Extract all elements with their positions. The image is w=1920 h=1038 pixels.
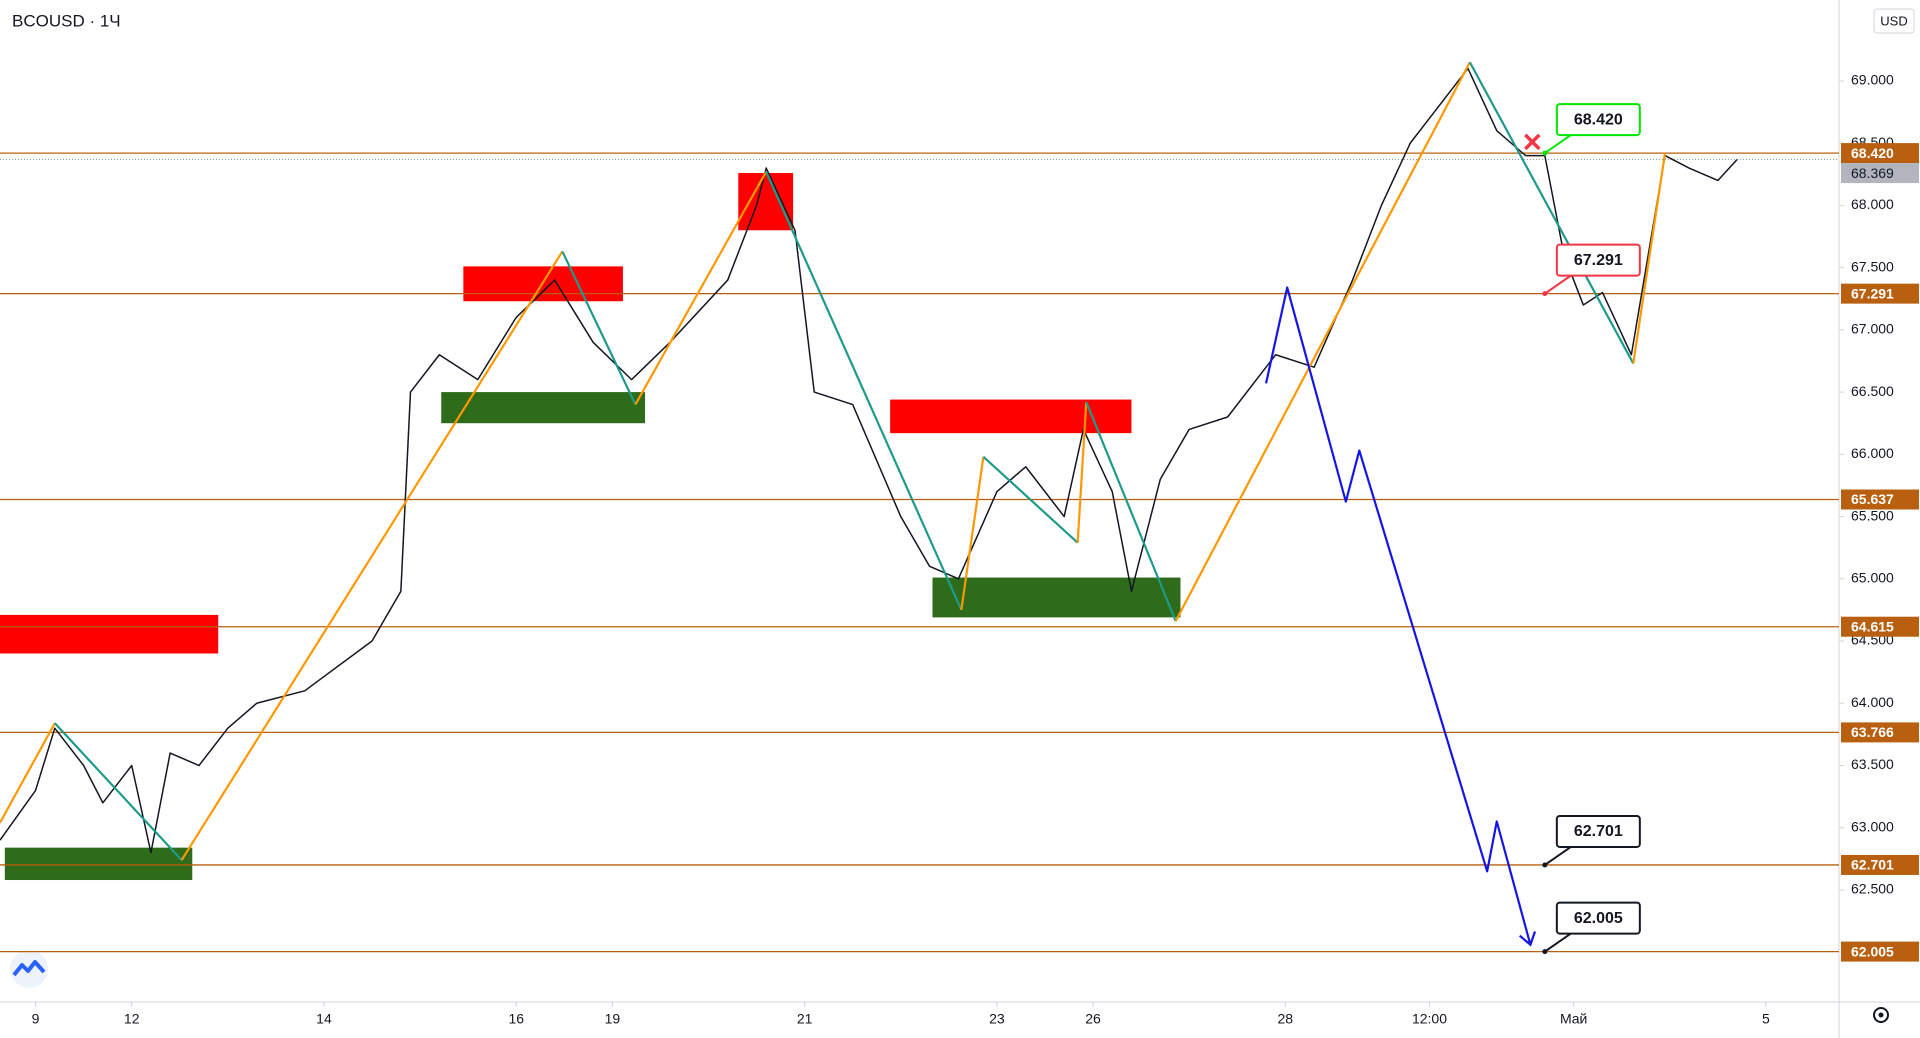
callout-anchor	[1542, 291, 1548, 297]
x-tick-label: 12	[124, 1011, 140, 1027]
level-axis-label: 62.701	[1851, 857, 1894, 873]
y-tick-label: 65.000	[1851, 569, 1894, 585]
callout-anchor	[1542, 862, 1548, 868]
callout-pointer	[1544, 134, 1572, 154]
y-tick-label: 68.000	[1851, 196, 1894, 212]
y-tick-label: 67.500	[1851, 258, 1894, 274]
chart-title: BCOUSD · 1Ч	[12, 11, 121, 30]
x-tick-label: 5	[1762, 1011, 1770, 1027]
level-axis-label: 65.637	[1851, 491, 1894, 507]
plot-area: 68.420 67.291 62.701 62.005	[0, 61, 1839, 955]
level-axis-box	[1841, 854, 1919, 875]
level-axis-box	[1841, 143, 1919, 164]
zigzag-leg	[1468, 61, 1635, 364]
zone	[738, 173, 794, 231]
level-axis-label: 62.005	[1851, 943, 1894, 959]
y-tick-label: 62.500	[1851, 881, 1894, 897]
logo[interactable]	[10, 950, 48, 988]
x-tick-label: 21	[797, 1011, 813, 1027]
zigzag-leg	[1076, 401, 1088, 543]
x-tick-label: 26	[1085, 1011, 1101, 1027]
level-axis-label: 68.420	[1851, 145, 1894, 161]
y-tick-label: 67.000	[1851, 321, 1894, 337]
settings-icon[interactable]	[1873, 1007, 1889, 1023]
callout-label: 62.701	[1574, 823, 1623, 840]
callout-label: 68.420	[1574, 111, 1623, 128]
current-price-label: 68.369	[1851, 165, 1894, 181]
cross-marker	[1524, 133, 1541, 151]
forecast-arrow-head	[1519, 931, 1537, 947]
callout-label: 62.005	[1574, 910, 1623, 927]
zigzag-leg	[960, 456, 985, 611]
x-tick-label: 19	[605, 1011, 621, 1027]
zone	[890, 399, 1132, 434]
level-axis-label: 63.766	[1851, 724, 1894, 740]
zigzag-leg	[765, 171, 963, 611]
zone	[932, 577, 1181, 618]
zone	[441, 392, 646, 424]
x-tick-label: 9	[32, 1011, 40, 1027]
level-axis-box	[1841, 283, 1919, 304]
zigzag-leg	[561, 250, 637, 406]
zigzag-leg	[0, 722, 56, 824]
level-axis-box	[1841, 941, 1919, 962]
x-tick-label: 12:00	[1412, 1011, 1447, 1027]
zigzag-leg	[1085, 401, 1177, 622]
zigzag-leg	[180, 250, 564, 861]
level-axis-label: 67.291	[1851, 285, 1894, 301]
callout-label: 67.291	[1574, 252, 1623, 269]
price-line	[0, 67, 1738, 854]
y-tick-label: 66.000	[1851, 445, 1894, 461]
callout-anchor	[1542, 949, 1548, 955]
zigzag-leg	[53, 722, 183, 861]
x-tick-label: Май	[1560, 1011, 1587, 1027]
level-axis-box	[1841, 616, 1919, 637]
zigzag-leg	[1632, 152, 1667, 364]
current-price-box	[1841, 163, 1919, 184]
callout-box	[1555, 103, 1641, 137]
callout-anchor	[1542, 150, 1548, 156]
forecast-line	[1264, 286, 1532, 946]
callout-box	[1555, 901, 1641, 935]
zone	[0, 614, 219, 654]
callout-pointer	[1544, 932, 1572, 953]
x-tick-label: 28	[1277, 1011, 1293, 1027]
y-tick-label: 69.000	[1851, 72, 1894, 88]
currency-label[interactable]: USD	[1880, 13, 1907, 28]
level-axis-label: 64.615	[1851, 618, 1894, 634]
y-tick-label: 65.500	[1851, 507, 1894, 523]
callout-box	[1555, 243, 1641, 277]
zigzag-leg	[982, 455, 1079, 544]
level-axis-box	[1841, 722, 1919, 743]
currency-box[interactable]	[1873, 8, 1915, 34]
y-tick-label: 63.500	[1851, 756, 1894, 772]
y-tick-label: 64.000	[1851, 694, 1894, 710]
x-tick-label: 23	[989, 1011, 1005, 1027]
x-tick-label: 14	[316, 1011, 332, 1027]
callout-pointer	[1544, 274, 1572, 295]
y-tick-label: 66.500	[1851, 383, 1894, 399]
callout-box	[1555, 814, 1641, 848]
zone	[4, 847, 193, 881]
level-axis-box	[1841, 489, 1919, 510]
y-tick-label: 63.000	[1851, 818, 1894, 834]
zigzag-leg	[1174, 61, 1471, 622]
callout-pointer	[1544, 846, 1572, 866]
x-tick-label: 16	[508, 1011, 524, 1027]
zigzag-leg	[634, 171, 768, 406]
